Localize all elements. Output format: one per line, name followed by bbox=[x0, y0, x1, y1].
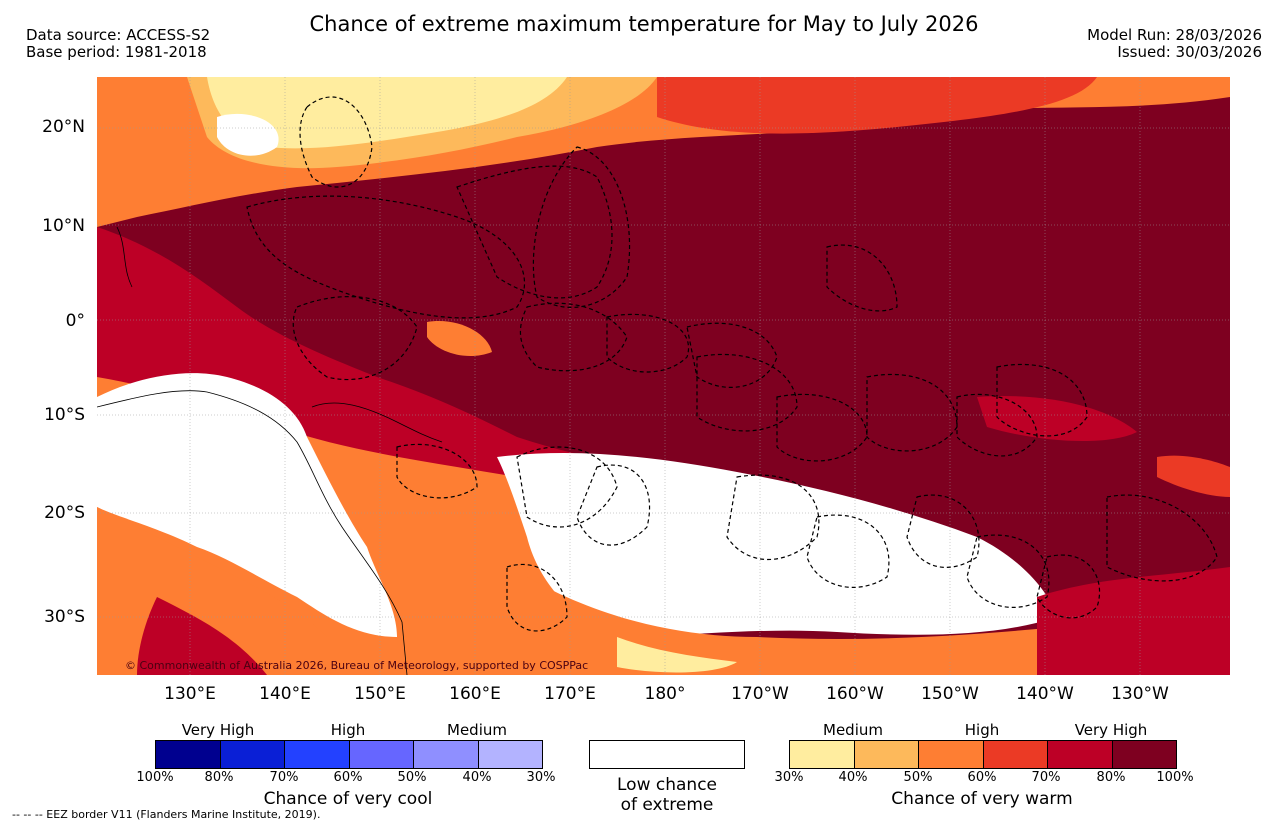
cool-swatch-3 bbox=[285, 741, 350, 768]
warm-swatch-1 bbox=[790, 741, 855, 768]
south-central-white bbox=[497, 452, 1057, 637]
warm-band-north-yellow bbox=[207, 77, 567, 149]
model-run-block: Model Run: 28/03/2026 Issued: 30/03/2026 bbox=[1087, 27, 1262, 61]
map-canvas bbox=[97, 77, 1230, 675]
lon-label-150w: 150°W bbox=[921, 684, 979, 704]
cool-swatch-5 bbox=[414, 741, 479, 768]
warm-swatch-6 bbox=[1112, 741, 1176, 768]
lat-label-10s: 10°S bbox=[44, 405, 85, 425]
warm-tick: 40% bbox=[838, 770, 868, 785]
warm-cat-very-high: Very High bbox=[1074, 721, 1148, 739]
neutral-label-line1: Low chance bbox=[617, 775, 717, 795]
warm-tick: 70% bbox=[1031, 770, 1061, 785]
neutral-label: Low chance of extreme bbox=[589, 775, 745, 815]
warm-legend-title: Chance of very warm bbox=[891, 789, 1073, 809]
cool-cat-very-high: Very High bbox=[181, 721, 255, 739]
warm-tick: 60% bbox=[967, 770, 997, 785]
lon-label-180: 180° bbox=[644, 684, 686, 704]
lon-label-160w: 160°W bbox=[826, 684, 884, 704]
east-red-patch bbox=[977, 396, 1137, 442]
warm-tick: 50% bbox=[903, 770, 933, 785]
neutral-swatch bbox=[589, 740, 745, 769]
australia-white bbox=[97, 373, 397, 637]
lat-label-20n: 20°N bbox=[42, 117, 85, 137]
lat-label-10n: 10°N bbox=[42, 216, 85, 236]
lat-label-0: 0° bbox=[65, 311, 85, 331]
map-title: Chance of extreme maximum temperature fo… bbox=[309, 12, 979, 36]
data-source-block: Data source: ACCESS-S2 Base period: 1981… bbox=[26, 27, 210, 61]
cool-tick: 40% bbox=[462, 770, 492, 785]
warm-tick: 30% bbox=[774, 770, 804, 785]
cool-tick: 100% bbox=[136, 770, 174, 785]
equatorial-orange-patch bbox=[427, 321, 492, 357]
lon-label-170e: 170°E bbox=[544, 684, 596, 704]
warm-cat-medium: Medium bbox=[823, 721, 883, 739]
south-yellow-patches bbox=[617, 637, 737, 673]
lon-label-130w: 130°W bbox=[1111, 684, 1169, 704]
cool-swatch-1 bbox=[156, 741, 221, 768]
neutral-label-line2: of extreme bbox=[620, 795, 714, 815]
lon-label-140e: 140°E bbox=[259, 684, 311, 704]
graticule bbox=[97, 77, 1230, 675]
lon-label-160e: 160°E bbox=[449, 684, 501, 704]
cool-swatch-4 bbox=[349, 741, 414, 768]
cool-cat-medium: Medium bbox=[447, 721, 507, 739]
copyright-notice: © Commonwealth of Australia 2026, Bureau… bbox=[125, 659, 589, 672]
warm-colorbar bbox=[789, 740, 1177, 769]
issued-date: Issued: 30/03/2026 bbox=[1117, 43, 1262, 61]
eez-borders bbox=[246, 96, 1218, 632]
forecast-map[interactable]: © Commonwealth of Australia 2026, Bureau… bbox=[97, 77, 1230, 675]
lon-label-140w: 140°W bbox=[1016, 684, 1074, 704]
warm-swatch-3 bbox=[919, 741, 984, 768]
east-orange-patch bbox=[1157, 455, 1230, 497]
lon-label-130e: 130°E bbox=[164, 684, 216, 704]
cool-swatch-6 bbox=[478, 741, 542, 768]
base-period: Base period: 1981-2018 bbox=[26, 43, 207, 61]
cool-tick: 80% bbox=[204, 770, 234, 785]
warm-cat-high: High bbox=[964, 721, 1000, 739]
lon-label-170w: 170°W bbox=[731, 684, 789, 704]
warm-tick: 80% bbox=[1096, 770, 1126, 785]
warm-swatch-2 bbox=[854, 741, 919, 768]
warm-swatch-5 bbox=[1048, 741, 1113, 768]
australia-south-red bbox=[137, 597, 267, 675]
warm-tick: 100% bbox=[1156, 770, 1194, 785]
coastlines bbox=[97, 226, 443, 675]
south-east-red bbox=[1037, 567, 1230, 675]
cool-colorbar bbox=[155, 740, 543, 769]
cool-swatch-2 bbox=[220, 741, 285, 768]
cool-legend-title: Chance of very cool bbox=[263, 789, 433, 809]
data-source: Data source: ACCESS-S2 bbox=[26, 26, 211, 44]
red-band-north-east bbox=[657, 77, 1097, 134]
white-patch-north bbox=[217, 113, 279, 156]
lon-label-150e: 150°E bbox=[354, 684, 406, 704]
cool-tick: 60% bbox=[333, 770, 363, 785]
eez-footnote: -- -- -- EEZ border V11 (Flanders Marine… bbox=[12, 808, 321, 821]
cool-tick: 70% bbox=[269, 770, 299, 785]
lat-label-30s: 30°S bbox=[44, 607, 85, 627]
cool-cat-high: High bbox=[330, 721, 366, 739]
warm-swatch-4 bbox=[983, 741, 1048, 768]
cool-tick: 30% bbox=[526, 770, 556, 785]
cool-tick: 50% bbox=[397, 770, 427, 785]
model-run: Model Run: 28/03/2026 bbox=[1087, 26, 1262, 44]
lat-label-20s: 20°S bbox=[44, 503, 85, 523]
